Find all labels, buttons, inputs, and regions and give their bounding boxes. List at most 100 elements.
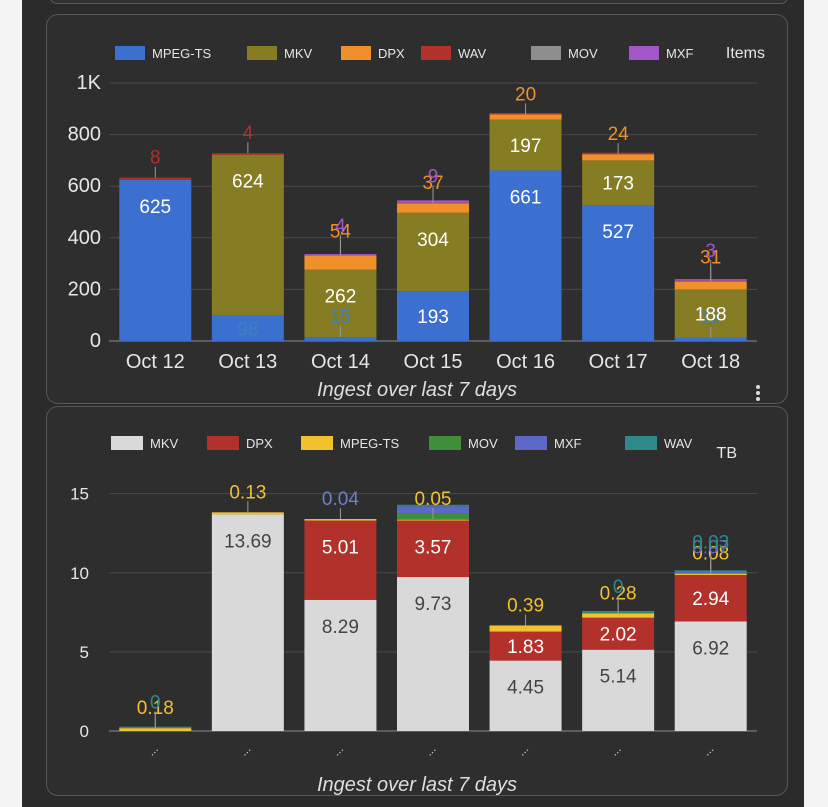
bar-mkv-[interactable]	[304, 599, 377, 731]
data-label: 0.04	[322, 489, 359, 510]
bar-mkv-[interactable]	[489, 660, 562, 731]
x-tick-label: ...	[422, 742, 439, 759]
bar-wav-oct-13[interactable]	[211, 153, 284, 155]
bar-mkv-oct-17[interactable]	[582, 160, 655, 206]
bar-dpx-[interactable]	[582, 617, 655, 650]
bar-dpx-[interactable]	[489, 631, 562, 661]
x-tick-label: Oct 16	[496, 351, 555, 373]
data-label: 37	[422, 173, 443, 194]
data-label: 173	[602, 174, 634, 195]
bar-dpx-[interactable]	[674, 574, 747, 622]
bar-dpx-[interactable]	[304, 520, 377, 600]
items-chart: 0 200 400 600 800 1K MPEG-TS MKV DPX WAV MOV MXF Ite…	[68, 45, 765, 401]
legend-swatch-wav	[625, 436, 657, 450]
bar-mpeg-ts-oct-13[interactable]	[211, 315, 284, 341]
bar-mpeg-ts-[interactable]	[119, 728, 192, 731]
bar-mpeg-ts-oct-18[interactable]	[674, 337, 747, 341]
storage-chart-card: 0 5 10 15 MKV DPX MPEG-TS MOV MXF WAV TB... 0.18 0..…	[46, 406, 788, 796]
bar-mkv-oct-14[interactable]	[304, 269, 377, 338]
data-label: 24	[608, 124, 630, 145]
y-tick-label: 0	[90, 330, 101, 352]
data-label: 0.05	[415, 489, 452, 510]
bar-mpeg-ts-oct-15[interactable]	[397, 291, 469, 341]
data-label: 54	[330, 222, 352, 243]
bar-mkv-[interactable]	[397, 577, 469, 731]
chart-title: Ingest over last 7 days	[317, 774, 517, 795]
legend-label-mkv[interactable]: MKV	[284, 46, 313, 61]
data-label: 2.02	[600, 625, 637, 646]
bar-mkv-[interactable]	[582, 649, 655, 731]
legend-label-mxf[interactable]: MXF	[554, 436, 582, 451]
bar-mpeg-ts-oct-12[interactable]	[119, 179, 192, 341]
more-options-icon[interactable]	[755, 385, 761, 405]
bar-mkv-[interactable]	[674, 621, 747, 731]
bar-mkv-[interactable]	[211, 514, 284, 731]
legend-label-mov[interactable]: MOV	[568, 46, 598, 61]
data-label: 9.73	[415, 594, 452, 615]
bar-wav-oct-12[interactable]	[119, 177, 192, 180]
x-tick-label: Oct 14	[311, 351, 370, 373]
bar-dpx-oct-18[interactable]	[674, 281, 747, 290]
items-chart-card: 0 200 400 600 800 1K MPEG-TS MKV DPX WAV MOV MXF Ite…	[46, 14, 788, 404]
data-label: 0	[150, 693, 161, 714]
legend-label-mov[interactable]: MOV	[468, 436, 498, 451]
legend-swatch-mpeg-ts	[115, 46, 145, 60]
y-tick-label: 800	[68, 124, 101, 146]
unit-label: Items	[726, 45, 765, 62]
legend-label-mxf[interactable]: MXF	[666, 46, 694, 61]
data-label: 3	[705, 241, 716, 262]
bar-dpx-oct-14[interactable]	[304, 255, 377, 270]
data-label: 2.94	[692, 589, 729, 610]
x-tick-label: ...	[699, 742, 716, 759]
data-label: 197	[510, 136, 542, 157]
data-label: 0.07	[692, 537, 729, 558]
data-label: 20	[515, 84, 536, 105]
data-label: 6.92	[692, 639, 729, 660]
bar-mpeg-ts-[interactable]	[489, 625, 562, 632]
legend-label-mpeg-ts[interactable]: MPEG-TS	[340, 436, 400, 451]
x-tick-label: Oct 12	[126, 351, 185, 373]
bar-wav-[interactable]	[397, 504, 469, 507]
x-tick-label: Oct 15	[404, 351, 463, 373]
legend-label-dpx[interactable]: DPX	[378, 46, 405, 61]
y-tick-label: 0	[80, 722, 89, 741]
x-tick-label: Oct 13	[218, 351, 277, 373]
x-tick-label: ...	[607, 742, 624, 759]
legend-swatch-wav	[421, 46, 451, 60]
data-label: 304	[417, 230, 449, 251]
bar-mpeg-ts-[interactable]	[582, 613, 655, 618]
bar-dpx-oct-16[interactable]	[489, 114, 562, 120]
y-tick-label: 400	[68, 227, 101, 249]
bar-dpx-oct-17[interactable]	[582, 154, 655, 161]
data-label: 31	[700, 247, 721, 268]
bar-mpeg-ts-[interactable]	[211, 512, 284, 515]
bar-mpeg-ts-oct-16[interactable]	[489, 170, 562, 341]
legend-label-dpx[interactable]: DPX	[246, 436, 273, 451]
bar-mpeg-ts-oct-14[interactable]	[304, 337, 377, 341]
y-tick-label: 600	[68, 175, 101, 197]
bar-mkv-oct-15[interactable]	[397, 212, 469, 292]
data-label: 8.29	[322, 617, 359, 638]
bar-mpeg-ts-[interactable]	[304, 519, 377, 521]
bar-mpeg-ts-[interactable]	[397, 519, 469, 521]
x-tick-label: ...	[237, 742, 254, 759]
legend-label-mkv[interactable]: MKV	[150, 436, 179, 451]
legend-label-mpeg-ts[interactable]: MPEG-TS	[152, 46, 212, 61]
legend-swatch-mkv	[247, 46, 277, 60]
bar-dpx-[interactable]	[397, 520, 469, 578]
data-label: 4	[243, 123, 254, 144]
legend-swatch-dpx	[207, 436, 239, 450]
legend-label-wav[interactable]: WAV	[664, 436, 692, 451]
previous-card-edge	[50, 0, 788, 4]
chart-title: Ingest over last 7 days	[317, 379, 517, 401]
bar-mpeg-ts-[interactable]	[674, 573, 747, 575]
data-label: 625	[139, 197, 171, 218]
data-label: 193	[417, 307, 449, 328]
bar-mkv-oct-13[interactable]	[211, 154, 284, 316]
legend-label-wav[interactable]: WAV	[458, 46, 486, 61]
unit-label: TB	[717, 445, 737, 462]
bar-mpeg-ts-oct-17[interactable]	[582, 205, 655, 341]
bar-dpx-oct-15[interactable]	[397, 203, 469, 213]
bar-mkv-oct-16[interactable]	[489, 119, 562, 171]
